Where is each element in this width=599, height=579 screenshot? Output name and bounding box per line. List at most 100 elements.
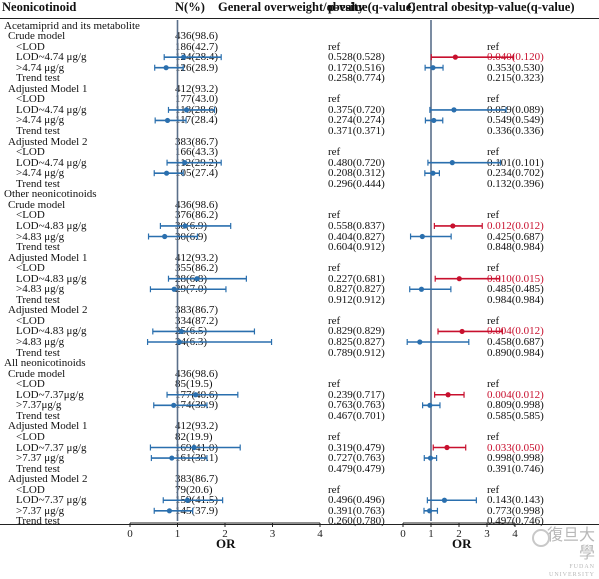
header-central-obesity: Central obesity [407, 0, 489, 14]
central-or-point [427, 455, 434, 461]
general-tick-label: 2 [222, 528, 228, 540]
row-label: >7.37μg/g [16, 399, 62, 412]
general-p-value-cell: ref [328, 314, 341, 327]
row-label: Adjusted Model 1 [8, 251, 88, 264]
general-p-value-cell: 0.258(0.774) [328, 72, 385, 85]
row-label: <LOD [16, 378, 45, 391]
general-p-value-cell: ref [328, 40, 341, 53]
row-label: Other neonicotinoids [4, 188, 97, 201]
table-row: LOD~4.74 μg/g 112(29.2) 0.480(0.720) 0.101(… [0, 157, 599, 169]
n-percent-cell: 355(86.2) [175, 262, 219, 275]
central-p-value-cell: ref [487, 430, 500, 443]
general-or-point [163, 170, 170, 176]
general-p-value-cell: 0.496(0.496) [328, 494, 385, 507]
table-row: >4.83 μg/g 24(6.3) 0.825(0.827) 0.458(0.687… [0, 336, 599, 348]
table-row: <LOD 376(86.2) ref ref [0, 209, 599, 221]
n-percent-cell: 436(98.6) [175, 198, 219, 211]
n-percent-cell: 177(43.0) [175, 93, 219, 106]
row-label: Adjusted Model 2 [8, 135, 88, 148]
table-row: >4.74 μg/g 105(27.4) 0.208(0.312) 0.234(0.7… [0, 167, 599, 179]
central-p-value-cell: 0.773(0.998) [487, 504, 544, 517]
general-p-value-cell: 0.296(0.444) [328, 177, 385, 190]
central-p-value-cell: ref [487, 93, 500, 106]
table-row: Adjusted Model 2 383(86.7) [0, 136, 599, 148]
central-or-point [452, 54, 458, 60]
central-p-value-cell: ref [487, 262, 500, 275]
central-p-value-cell: 0.585(0.585) [487, 409, 544, 422]
general-or-point [192, 392, 199, 398]
row-label: Adjusted Model 1 [8, 82, 88, 95]
general-p-value-cell: 0.239(0.717) [328, 388, 385, 401]
n-percent-cell: 412(93.2) [175, 82, 219, 95]
general-tick-label: 3 [270, 528, 276, 540]
n-percent-cell: 166(43.3) [175, 146, 219, 159]
general-p-value-cell: 0.479(0.479) [328, 462, 385, 475]
table-row: Trend test 0.371(0.371) 0.336(0.336) [0, 125, 599, 137]
general-p-value-cell: ref [328, 483, 341, 496]
central-p-value-cell: ref [487, 40, 500, 53]
general-p-value-cell: 0.727(0.763) [328, 452, 385, 465]
table-row: Trend test 0.604(0.912) 0.848(0.984) [0, 241, 599, 253]
general-p-value-cell: 0.371(0.371) [328, 125, 385, 137]
central-tick-label: 4 [512, 528, 518, 540]
header-general-obesity: General overweight/obesity [218, 0, 365, 14]
general-or-point [171, 286, 177, 292]
table-row: Acetamiprid and its metabolite [0, 20, 599, 32]
table-row: Crude model 436(98.6) [0, 30, 599, 42]
table-row: <LOD 85(19.5) ref ref [0, 378, 599, 390]
central-tick-label: 0 [400, 528, 406, 540]
central-or-point [430, 65, 436, 71]
row-label: LOD~4.74 μg/g [16, 51, 87, 64]
n-percent-cell: 145(37.9) [175, 504, 219, 517]
n-percent-cell: 412(93.2) [175, 420, 219, 433]
central-p-value-cell: 0.012(0.012) [487, 219, 544, 232]
header-p-value-central: p-value(q-value) [487, 0, 575, 14]
table-row: Adjusted Model 1 412(93.2) [0, 83, 599, 95]
n-percent-cell: 334(87.2) [175, 314, 219, 327]
row-label: Trend test [16, 293, 60, 306]
n-percent-cell: 436(98.6) [175, 367, 219, 380]
table-row: Trend test 0.479(0.479) 0.391(0.746) [0, 463, 599, 475]
row-label: Trend test [16, 409, 60, 422]
row-label: LOD~7.37 μg/g [16, 441, 87, 454]
table-row: Trend test 0.296(0.444) 0.132(0.396) [0, 178, 599, 190]
central-or-point [430, 170, 436, 176]
table-bottom-rule [0, 524, 599, 525]
watermark-en: FUDAN UNIVERSITY [549, 564, 595, 578]
table-row: All neonicotinoids [0, 357, 599, 369]
fudan-logo-icon [532, 529, 550, 547]
general-or-point [183, 107, 190, 113]
central-or-point [427, 508, 433, 514]
table-row: Trend test 0.258(0.774) 0.215(0.323) [0, 72, 599, 84]
general-p-value-cell: 0.825(0.827) [328, 336, 385, 348]
n-percent-cell: 412(93.2) [175, 251, 219, 264]
row-label: <LOD [16, 314, 45, 327]
row-label: <LOD [16, 483, 45, 496]
table-row: LOD~4.83 μg/g 25(6.5) 0.829(0.829) 0.004(0.… [0, 325, 599, 337]
general-p-value-cell: 0.604(0.912) [328, 241, 385, 254]
row-label: LOD~4.83 μg/g [16, 219, 87, 232]
general-or-point [169, 455, 175, 461]
row-label: Trend test [16, 125, 60, 137]
central-tick-label: 1 [428, 528, 434, 540]
central-tick-label: 3 [484, 528, 490, 540]
table-row: Trend test 0.789(0.912) 0.890(0.984) [0, 347, 599, 359]
row-label: LOD~4.83 μg/g [16, 325, 87, 338]
table-top-rule [0, 18, 599, 19]
table-row: LOD~4.74 μg/g 124(28.4) 0.528(0.528) 0.040(… [0, 51, 599, 63]
general-p-value-cell: ref [328, 146, 341, 159]
general-p-value-cell: ref [328, 262, 341, 275]
table-row: Crude model 436(98.6) [0, 368, 599, 380]
central-p-value-cell: 0.485(0.485) [487, 283, 544, 296]
central-p-value-cell: 0.004(0.012) [487, 388, 544, 401]
central-or-point [451, 107, 457, 113]
n-percent-cell: 85(19.5) [175, 378, 213, 391]
table-row: LOD~4.83 μg/g 28(6.8) 0.227(0.681) 0.010(0.… [0, 273, 599, 285]
central-p-value-cell: 0.033(0.050) [487, 441, 544, 454]
central-or-point [431, 117, 437, 124]
row-label: LOD~7.37 μg/g [16, 494, 87, 507]
central-p-value-cell: 0.004(0.012) [487, 325, 544, 338]
central-or-point [427, 402, 433, 408]
general-p-value-cell: ref [328, 378, 341, 391]
row-label: <LOD [16, 262, 45, 275]
